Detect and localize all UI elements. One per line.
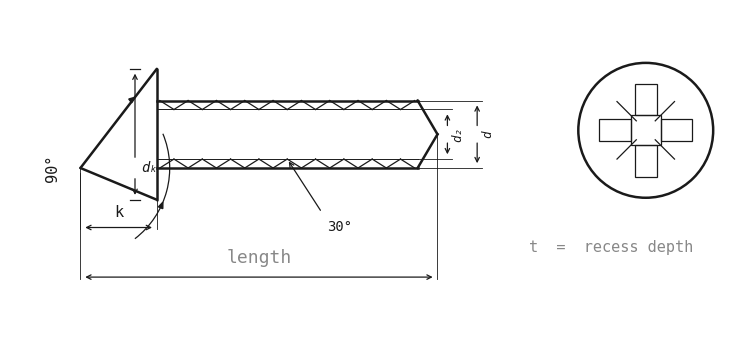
Text: t  =  recess depth: t = recess depth — [529, 240, 693, 255]
Text: length: length — [226, 249, 292, 267]
Text: 30°: 30° — [327, 220, 352, 234]
Polygon shape — [158, 202, 163, 209]
Bar — [661, 119, 692, 141]
Bar — [634, 84, 657, 116]
Bar — [634, 145, 657, 177]
Bar — [599, 119, 631, 141]
Text: dₖ: dₖ — [141, 161, 158, 175]
Text: 90°: 90° — [45, 154, 60, 182]
Bar — [631, 116, 661, 145]
Text: d: d — [481, 130, 494, 138]
Text: k: k — [114, 205, 123, 220]
Polygon shape — [129, 97, 135, 103]
Text: d₂: d₂ — [452, 127, 464, 142]
